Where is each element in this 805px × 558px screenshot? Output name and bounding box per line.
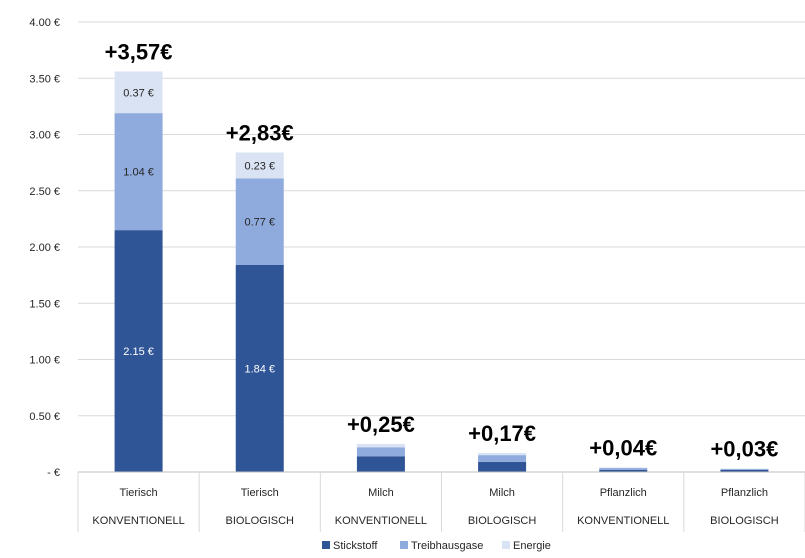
legend: Stickstoff Treibhausgase Energie — [322, 540, 551, 552]
category-label: Pflanzlich — [600, 487, 647, 499]
bar-segment-stickstoff — [720, 469, 769, 472]
y-tick-label: 0.50 € — [29, 411, 60, 423]
bar-segment-stickstoff — [114, 230, 163, 472]
bar-segment-stickstoff — [478, 461, 527, 472]
category-sublabel: KONVENTIONELL — [335, 515, 427, 527]
legend-label: Stickstoff — [333, 540, 378, 552]
total-label: +0,03€ — [710, 437, 778, 462]
bar-segment-treibhausgase — [720, 468, 769, 470]
y-tick-label: 3.50 € — [29, 73, 60, 85]
y-tick-label: 1.00 € — [29, 355, 60, 367]
y-tick-label: 3.00 € — [29, 130, 60, 142]
y-axis-tick-labels: - € 0.50 € 1.00 € 1.50 € 2.00 € 2.50 € 3.00 € 3… — [29, 17, 60, 479]
bar-segment-energie — [720, 468, 769, 470]
bar-segment-energie — [114, 71, 163, 114]
bar-segment-energie — [356, 443, 405, 448]
bar-segment-stickstoff — [235, 265, 284, 472]
category-label: Tierisch — [120, 487, 158, 499]
data-label: 0.77 € — [244, 217, 275, 229]
total-label: +0,17€ — [468, 421, 536, 446]
y-tick-label: 2.50 € — [29, 186, 60, 198]
legend-label: Treibhausgase — [411, 540, 483, 552]
category-sublabel: KONVENTIONELL — [92, 515, 184, 527]
bar-segment-stickstoff — [356, 456, 405, 472]
bar-segment-treibhausgase — [235, 178, 284, 265]
total-label: +0,25€ — [347, 412, 415, 437]
bar-segment-stickstoff — [599, 469, 648, 472]
category-sublabel: BIOLOGISCH — [468, 515, 537, 527]
y-tick-label: - € — [47, 467, 60, 479]
legend-swatch-treibhausgase — [400, 541, 408, 549]
bar-segment-treibhausgase — [356, 447, 405, 457]
data-label: 0.23 € — [244, 160, 275, 172]
x-axis: Tierisch KONVENTIONELL Tierisch BIOLOGISCH M… — [77, 471, 805, 532]
y-tick-label: 2.00 € — [29, 242, 60, 254]
gridlines — [78, 21, 805, 417]
legend-swatch-stickstoff — [322, 541, 330, 549]
bar-segment-energie — [235, 152, 284, 179]
category-sublabel: BIOLOGISCH — [710, 515, 779, 527]
bar-segment-energie — [478, 452, 527, 456]
category-sublabel: BIOLOGISCH — [226, 515, 295, 527]
category-label: Milch — [489, 487, 515, 499]
y-tick-label: 4.00 € — [29, 17, 60, 29]
y-tick-label: 1.50 € — [29, 298, 60, 310]
category-label: Pflanzlich — [721, 487, 768, 499]
bar-segment-treibhausgase — [599, 468, 648, 470]
data-label: 0.37 € — [123, 87, 154, 99]
segment-data-labels: 2.15 € 1.04 € 0.37 € 1.84 € 0.77 € 0.23 € — [123, 87, 275, 375]
category-sublabel: KONVENTIONELL — [577, 515, 669, 527]
bar-segment-energie — [599, 467, 648, 469]
data-label: 1.84 € — [244, 364, 275, 376]
total-label: +3,57€ — [105, 40, 173, 65]
category-label: Tierisch — [241, 487, 279, 499]
bar-segment-treibhausgase — [478, 455, 527, 462]
bars — [114, 71, 769, 472]
legend-label: Energie — [513, 540, 551, 552]
data-label: 2.15 € — [123, 346, 154, 358]
total-labels: +3,57€ +2,83€ +0,25€ +0,17€ +0,04€ +0,03€ — [105, 40, 779, 462]
total-label: +0,04€ — [589, 436, 657, 461]
legend-swatch-energie — [502, 541, 510, 549]
bar-segment-treibhausgase — [114, 113, 163, 231]
data-label: 1.04 € — [123, 167, 154, 179]
total-label: +2,83€ — [226, 121, 294, 146]
category-label: Milch — [368, 487, 394, 499]
